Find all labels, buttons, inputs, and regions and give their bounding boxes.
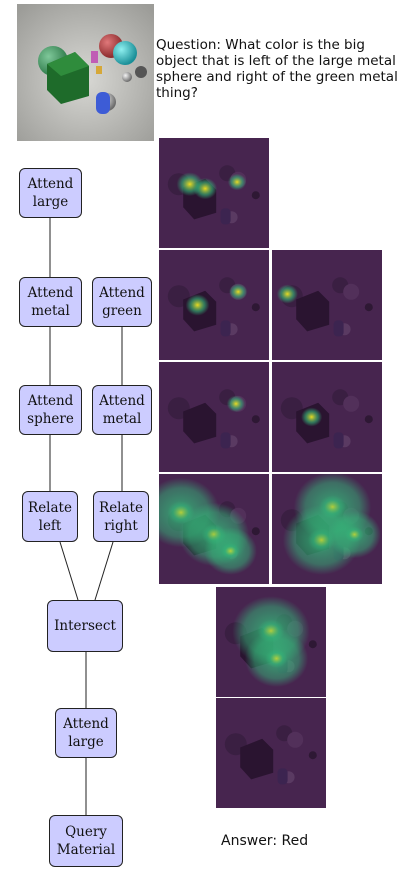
module-attend-sphere: Attend sphere [19,385,82,435]
module-relate-left: Relate left [22,491,78,542]
answer-text: Answer: Red [221,833,309,849]
module-label: Attend metal [27,285,74,319]
attention-map-intersect [216,587,326,697]
attention-map-relate-left [159,474,269,584]
question-text: Question: What color is the big object t… [156,37,398,101]
module-label: Relate left [28,499,72,534]
module-label: Attend large [27,176,74,210]
module-relate-right: Relate right [93,491,149,542]
attention-map-attend-sphere [159,362,269,472]
attention-map-attend-green [272,250,382,360]
attention-map-attend-metal-2 [272,362,382,472]
module-attend-large: Attend large [19,168,82,218]
link-relate-right-to-intersect [94,541,114,601]
module-attend-green: Attend green [92,277,152,327]
module-label: Attend green [99,285,145,319]
attention-map-attend-large [159,138,269,248]
module-label: Attend sphere [27,393,74,427]
module-label: Query Material [56,824,116,858]
module-label: Attend large [63,716,109,750]
module-attend-metal-2: Attend metal [92,385,152,435]
module-attend-large-2: Attend large [55,708,117,758]
module-label: Relate right [99,499,143,534]
module-query-material: Query Material [49,815,123,867]
attention-map-relate-right [272,474,382,584]
input-scene-image [17,4,154,141]
attention-map-attend-large-2 [216,698,326,808]
attention-map-attend-metal [159,250,269,360]
module-label: Attend metal [99,393,145,427]
link-relate-left-to-intersect [59,541,79,601]
module-attend-metal: Attend metal [19,277,82,327]
module-intersect: Intersect [47,600,123,652]
module-label: Intersect [54,618,116,634]
